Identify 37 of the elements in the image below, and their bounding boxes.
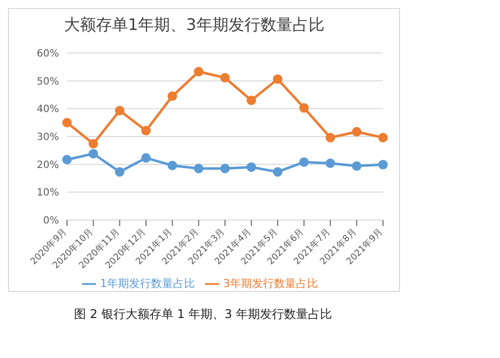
y-tick-label: 60% — [36, 48, 59, 60]
point — [88, 138, 98, 148]
caption: 图 2 银行大额存单 1 年期、3 年期发行数量占比 — [73, 306, 333, 323]
y-tick-label: 30% — [36, 132, 59, 144]
point — [62, 154, 72, 164]
point — [141, 153, 151, 163]
y-tick-label: 20% — [36, 160, 59, 171]
point — [352, 127, 362, 137]
point — [220, 164, 230, 174]
y-tick-label: 40% — [36, 104, 59, 116]
point — [272, 74, 282, 84]
point — [114, 106, 124, 116]
point — [352, 161, 362, 171]
point — [194, 66, 204, 76]
point — [194, 164, 204, 174]
point — [141, 126, 151, 136]
y-tick-label: 50% — [36, 76, 59, 88]
point — [88, 149, 98, 159]
point — [326, 158, 336, 168]
point — [168, 91, 178, 101]
point — [299, 157, 309, 167]
point — [272, 167, 282, 177]
point — [168, 160, 178, 170]
legend-label: 1年期发行数量占比 — [100, 277, 195, 290]
chart-title: 大额存单1年期、3年期发行数量占比 — [63, 15, 326, 36]
point — [114, 167, 124, 177]
point — [326, 132, 336, 142]
point — [246, 162, 256, 172]
y-tick-label: 0% — [43, 216, 59, 227]
point — [246, 96, 256, 106]
y-tick-label: 10% — [36, 188, 59, 199]
point — [299, 103, 309, 113]
point — [62, 118, 72, 128]
point — [378, 160, 388, 170]
legend-label: 3年期发行数量占比 — [223, 277, 318, 290]
point — [220, 73, 230, 83]
point — [378, 132, 388, 142]
